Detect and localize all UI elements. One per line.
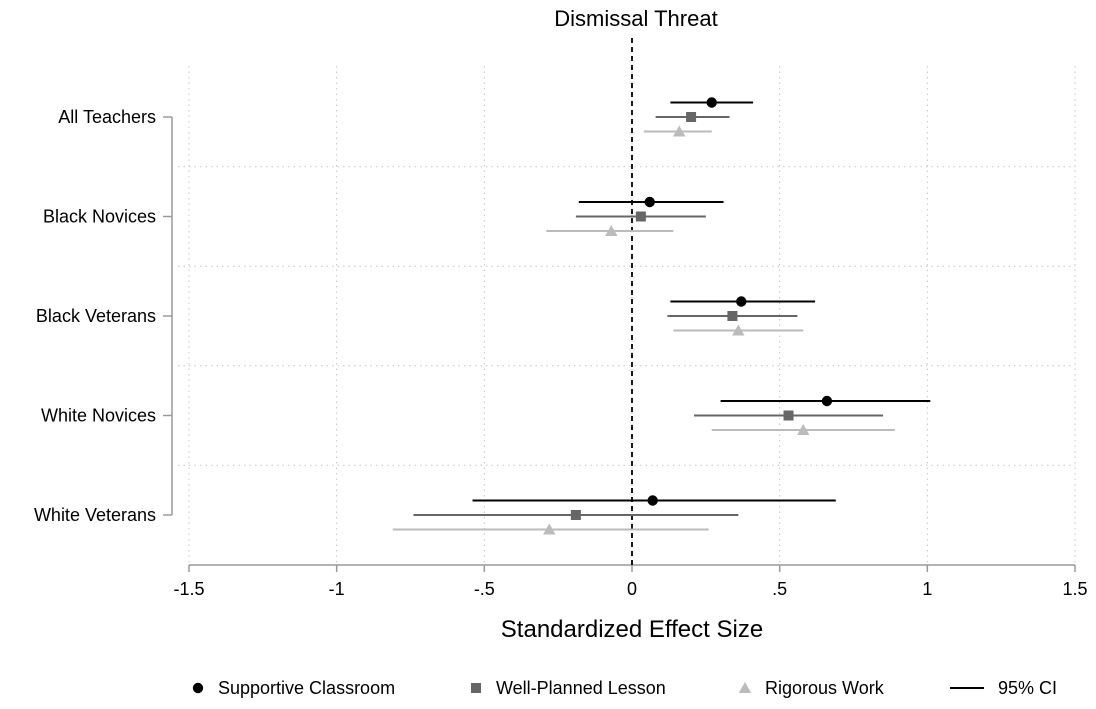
x-tick-label: 0 — [627, 579, 637, 599]
legend-label: Supportive Classroom — [218, 678, 395, 698]
x-tick-label: -1.5 — [173, 579, 204, 599]
category-label: White Veterans — [34, 505, 156, 525]
point-estimate — [635, 211, 646, 222]
legend-item: 95% CI — [950, 678, 1057, 698]
point-estimate — [647, 495, 658, 506]
point-estimate — [673, 125, 686, 137]
legend-label: Well-Planned Lesson — [496, 678, 666, 698]
legend-item: Rigorous Work — [738, 678, 885, 698]
legend-marker — [192, 682, 204, 694]
legend-marker — [738, 682, 752, 693]
x-axis-label: Standardized Effect Size — [501, 616, 763, 643]
legend-marker — [471, 683, 481, 693]
point-estimate — [797, 424, 810, 435]
category-label: Black Novices — [43, 207, 156, 227]
series-supportive-classroom — [472, 97, 931, 506]
grid — [178, 66, 1076, 565]
legend-item: Supportive Classroom — [192, 678, 395, 698]
axes: -1.5 -1 -.5 0 .5 1 1.5 All Teachers Black Novice… — [34, 107, 1088, 599]
legend-label: 95% CI — [998, 678, 1057, 698]
point-estimate — [543, 523, 556, 535]
x-tick-label: -1 — [329, 579, 345, 599]
point-estimate — [727, 311, 738, 321]
series-well-planned-lesson — [413, 112, 884, 520]
point-estimate — [706, 97, 717, 108]
data-marks — [392, 38, 931, 565]
x-tick-label: -.5 — [474, 579, 495, 599]
point-estimate — [605, 225, 618, 236]
point-estimate — [821, 395, 833, 407]
point-estimate — [732, 324, 745, 336]
x-tick-label: 1.5 — [1062, 579, 1087, 599]
point-estimate — [686, 112, 697, 122]
point-estimate — [783, 410, 794, 421]
category-label: All Teachers — [58, 107, 156, 127]
category-label: Black Veterans — [36, 306, 156, 326]
point-estimate — [736, 296, 747, 307]
point-estimate — [570, 510, 581, 520]
series-rigorous-work — [392, 125, 895, 535]
legend-item: Well-Planned Lesson — [471, 678, 666, 698]
legend: Supportive Classroom Well-Planned Lesson R… — [192, 678, 1057, 698]
chart-title: Dismissal Threat — [554, 6, 717, 31]
category-label: White Novices — [41, 406, 156, 426]
point-estimate — [644, 196, 655, 208]
x-tick-label: .5 — [772, 579, 787, 599]
x-tick-label: 1 — [922, 579, 932, 599]
legend-label: Rigorous Work — [765, 678, 885, 698]
